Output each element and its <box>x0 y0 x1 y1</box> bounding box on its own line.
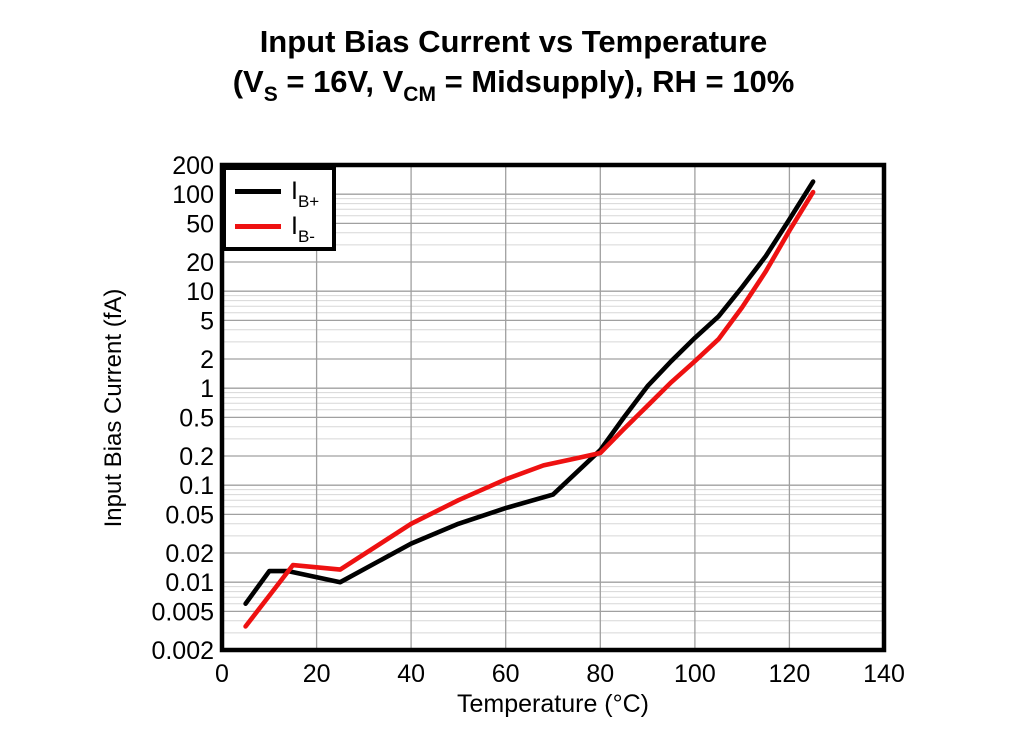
chart-title-line1: Input Bias Current vs Temperature <box>259 24 768 59</box>
series-line-IB- <box>243 189 816 629</box>
title-part: (V <box>232 64 264 99</box>
plot-frame <box>219 162 887 653</box>
x-tick-label: 100 <box>674 660 716 688</box>
x-tick-label: 80 <box>586 660 614 688</box>
x-tick-label: 40 <box>397 660 425 688</box>
title-subscript-vcm: CM <box>403 83 436 107</box>
y-tick-label: 0.05 <box>165 501 214 529</box>
legend: IB+ IB- <box>222 166 336 251</box>
y-tick-label: 5 <box>200 307 214 335</box>
y-tick-label: 0.5 <box>179 404 214 432</box>
y-tick-label: 0.005 <box>151 598 214 626</box>
x-tick-label: 20 <box>303 660 331 688</box>
y-tick-label: 0.01 <box>165 569 214 597</box>
chart-title-line2: (VS = 16V, VCM = Midsupply), RH = 10% <box>0 62 1027 105</box>
legend-label-sub: B+ <box>297 191 320 211</box>
x-tick-labels: 0 20 40 60 80 100 120 140 <box>215 660 905 688</box>
title-subscript-vs: S <box>263 83 278 107</box>
legend-item-ib-plus: IB+ <box>235 176 332 210</box>
y-tick-label: 0.02 <box>165 540 214 568</box>
y-tick-label: 2 <box>200 346 214 374</box>
y-tick-label: 1 <box>200 375 214 403</box>
legend-label-main: I <box>291 176 298 205</box>
frame-layer <box>219 162 887 653</box>
title-part: = Midsupply), RH = 10% <box>435 64 795 99</box>
legend-swatch <box>235 188 281 194</box>
x-tick-label: 120 <box>769 660 811 688</box>
series-layer <box>243 179 816 629</box>
x-axis-label: Temperature (°C) <box>457 690 649 718</box>
chart-title: Input Bias Current vs Temperature (VS = … <box>0 22 1027 105</box>
y-tick-label: 0.2 <box>179 443 214 471</box>
x-tick-label: 0 <box>215 660 229 688</box>
grid-minor-layer <box>222 198 884 634</box>
y-tick-label: 20 <box>186 249 214 277</box>
y-tick-label: 10 <box>186 278 214 306</box>
legend-label-ib-plus: IB+ <box>291 176 319 210</box>
legend-label-sub: B- <box>297 226 315 246</box>
y-tick-label: 100 <box>172 181 214 209</box>
y-tick-label: 200 <box>172 152 214 180</box>
y-tick-label: 0.1 <box>179 472 214 500</box>
y-axis-label: Input Bias Current (fA) <box>100 289 127 528</box>
legend-swatch <box>235 223 281 229</box>
y-tick-label: 0.002 <box>151 637 214 665</box>
series-line-IB+ <box>243 179 816 607</box>
legend-label-ib-minus: IB- <box>291 211 315 245</box>
legend-item-ib-minus: IB- <box>235 211 332 245</box>
y-tick-labels: 2001005020105210.50.20.10.050.020.010.00… <box>151 152 214 665</box>
title-part: = 16V, V <box>277 64 404 99</box>
legend-label-main: I <box>291 211 298 240</box>
x-tick-label: 60 <box>492 660 520 688</box>
x-tick-label: 140 <box>863 660 905 688</box>
y-tick-label: 50 <box>186 210 214 238</box>
